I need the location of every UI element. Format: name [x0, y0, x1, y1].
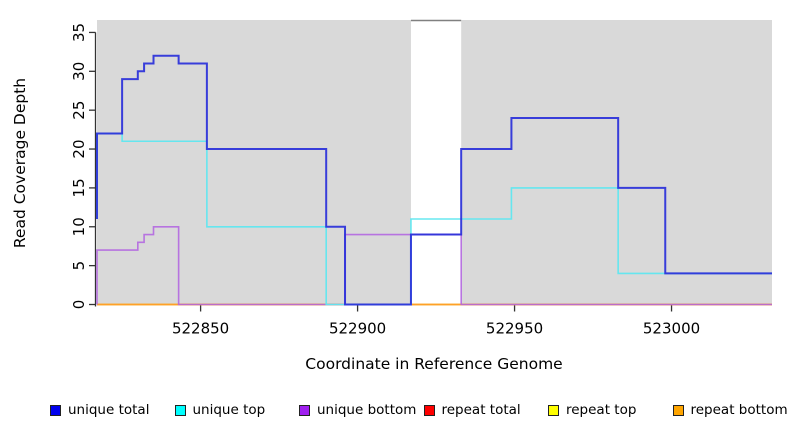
legend-item-unique-bottom: unique bottom	[299, 401, 416, 419]
y-tick-label: 15	[70, 178, 88, 197]
y-axis-title: Read Coverage Depth	[11, 78, 29, 248]
panel-shaded-left	[97, 20, 411, 305]
y-tick-label: 20	[70, 139, 88, 158]
legend-swatch-icon	[672, 404, 684, 416]
axes: 0 5 10 15 20 25 30 35 522850 522900 522950 523000	[70, 23, 700, 338]
legend-item-repeat-total: repeat total	[423, 401, 521, 419]
series-line-unique-bottom	[96, 225, 772, 306]
x-tick-label: 523000	[643, 320, 700, 338]
y-tick-label: 0	[70, 300, 88, 310]
x-axis-title: Coordinate in Reference Genome	[305, 355, 562, 373]
legend-item-repeat-bottom: repeat bottom	[672, 401, 788, 419]
y-tick-label: 25	[70, 101, 88, 120]
y-tick-label: 35	[70, 23, 88, 42]
chart-legend: unique total unique top unique bottom repea…	[0, 398, 792, 422]
legend-item-unique-top: unique top	[174, 401, 266, 419]
legend-label: repeat bottom	[690, 402, 788, 418]
x-tick-label: 522850	[172, 320, 229, 338]
legend-item-repeat-top: repeat top	[548, 401, 636, 419]
legend-swatch-icon	[548, 404, 559, 416]
legend-label: unique top	[192, 402, 266, 418]
x-tick-label: 522950	[486, 320, 543, 338]
series-lines	[96, 54, 772, 306]
plot-panel	[97, 19, 772, 305]
panel-shaded-right	[461, 20, 772, 305]
x-tick-label: 522900	[329, 320, 386, 338]
legend-swatch-icon	[50, 404, 61, 416]
legend-swatch-icon	[299, 404, 310, 416]
legend-swatch-icon	[423, 404, 435, 416]
y-tick-label: 30	[70, 62, 88, 81]
legend-label: unique total	[68, 402, 150, 418]
y-tick-label: 5	[70, 261, 88, 271]
legend-label: repeat top	[566, 402, 637, 418]
series-line-unique-total	[96, 54, 772, 306]
y-tick-label: 10	[70, 217, 88, 236]
legend-swatch-icon	[174, 404, 186, 416]
legend-label: unique bottom	[317, 402, 417, 418]
legend-item-unique-total: unique total	[50, 401, 149, 419]
legend-label: repeat total	[441, 402, 521, 418]
